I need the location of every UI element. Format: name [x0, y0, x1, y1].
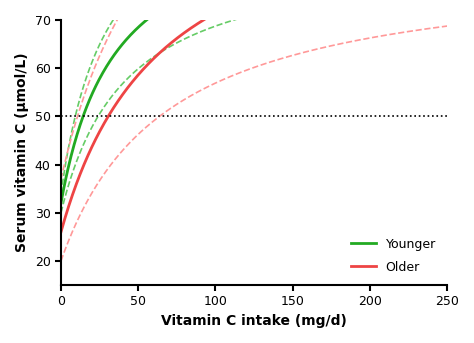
Younger [58, 201, 64, 205]
Older [58, 230, 64, 234]
Legend: Younger, Older: Younger, Older [346, 233, 441, 279]
Line: Younger: Younger [61, 0, 447, 203]
Y-axis label: Serum vitamin C (μmol/L): Serum vitamin C (μmol/L) [15, 53, 29, 252]
Older [241, 0, 247, 1]
Line: Older: Older [61, 0, 447, 232]
X-axis label: Vitamin C intake (mg/d): Vitamin C intake (mg/d) [161, 314, 347, 328]
